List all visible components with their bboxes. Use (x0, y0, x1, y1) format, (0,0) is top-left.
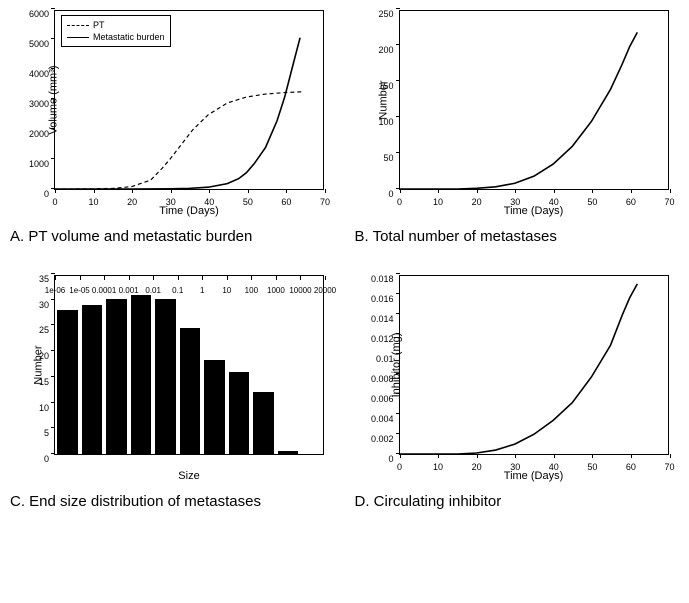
panel-b-plot (400, 11, 668, 189)
series-i (400, 284, 637, 454)
panel-c: Number Size 051015202530351e-061e-050.00… (10, 275, 335, 510)
panel-b-caption: B. Total number of metastases (355, 228, 680, 245)
series-pt (55, 92, 304, 189)
panel-d: Inhibitor (mg) Time (Days) 0102030405060… (355, 275, 680, 510)
panel-d-plot (400, 276, 668, 454)
panel-b: Number Time (Days) 010203040506070050100… (355, 10, 680, 245)
panel-c-caption: C. End size distribution of metastases (10, 493, 335, 510)
series-metastatic-burden (55, 38, 300, 189)
panel-d-axes: Inhibitor (mg) Time (Days) 0102030405060… (399, 275, 669, 455)
figure-grid: Volume (mm³) Time (Days) PTMetastatic bu… (10, 10, 679, 510)
panel-a: Volume (mm³) Time (Days) PTMetastatic bu… (10, 10, 335, 245)
panel-a-axes: Volume (mm³) Time (Days) PTMetastatic bu… (54, 10, 324, 190)
series-n (400, 32, 637, 189)
panel-d-caption: D. Circulating inhibitor (355, 493, 680, 510)
panel-a-plot (55, 11, 323, 189)
panel-a-caption: A. PT volume and metastatic burden (10, 228, 335, 245)
panel-c-axes: Number Size 051015202530351e-061e-050.00… (54, 275, 324, 455)
panel-b-axes: Number Time (Days) 010203040506070050100… (399, 10, 669, 190)
